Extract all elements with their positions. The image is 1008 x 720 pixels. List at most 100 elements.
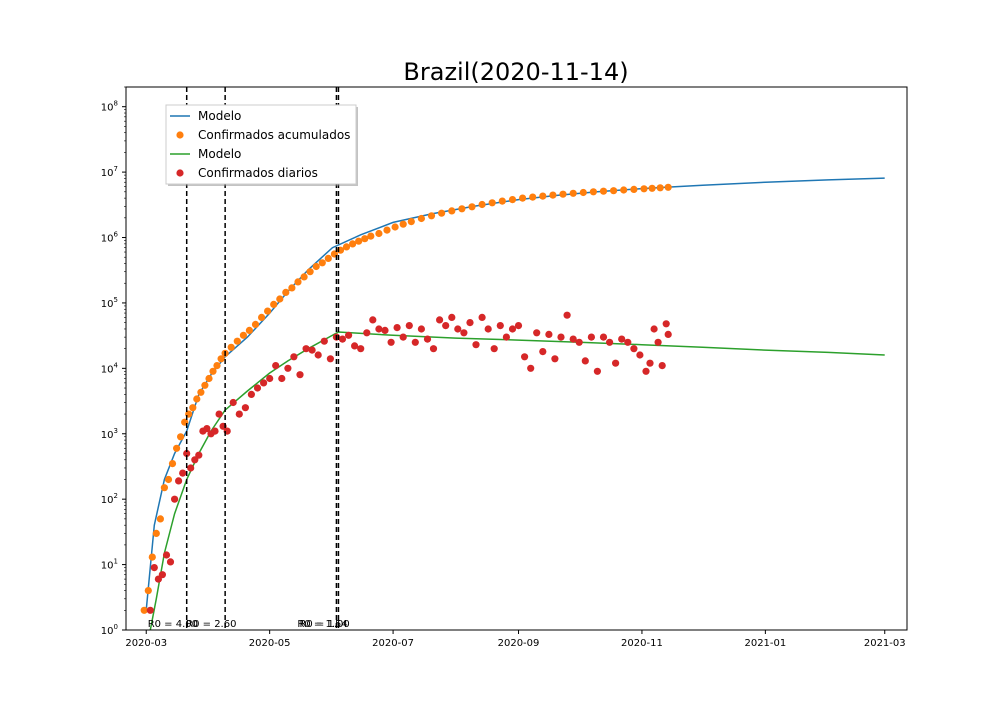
data-point [189,404,197,412]
data-point [312,262,320,271]
data-point [624,338,632,346]
data-point [152,529,160,538]
data-point [247,390,255,398]
data-point [533,329,541,337]
data-point [171,495,179,503]
data-point [179,469,187,477]
data-point [288,284,296,292]
data-point [324,254,332,262]
data-point [575,338,583,346]
data-point [448,313,456,321]
data-point [442,322,450,330]
data-point [148,553,156,561]
x-tick-label: 2020-09 [498,638,540,649]
data-point [260,379,268,387]
data-point [306,268,314,276]
data-point [496,322,504,330]
data-point [197,388,205,396]
data-point [318,259,326,267]
data-point [569,189,577,197]
data-point [363,329,371,337]
x-tick-label: 2021-03 [864,638,906,649]
data-point [579,188,587,197]
data-point [656,184,664,192]
data-point [521,353,529,361]
r0-label: R0 = 1.00 [299,619,349,630]
data-point [175,477,183,485]
data-point [618,335,626,343]
data-point [272,362,280,370]
series-line-2 [149,331,885,630]
data-point [427,212,436,220]
data-point [187,464,195,472]
data-point [630,345,638,353]
x-tick-label: 2020-05 [249,638,291,649]
data-point [351,342,359,350]
data-point [282,288,290,296]
data-point [369,316,377,324]
data-point [144,587,152,595]
data-point [407,218,415,226]
data-point [490,345,498,353]
data-point [278,374,286,383]
data-point [662,320,670,328]
data-point [361,235,369,243]
data-point [146,606,154,614]
data-point [140,606,148,614]
data-point [472,341,480,349]
data-point [253,384,262,392]
data-point [203,425,211,433]
data-point [557,333,565,341]
data-point [349,240,357,248]
legend-label: Modelo [198,147,241,161]
x-tick-label: 2020-07 [372,638,414,649]
data-point [527,364,535,372]
y-tick-label: 100 [101,623,118,637]
series-line-0 [145,177,885,611]
data-point [569,335,577,343]
legend-label: Modelo [198,109,241,123]
data-point [195,451,203,459]
data-point [405,322,413,330]
data-point [539,348,547,356]
data-point [177,433,185,441]
data-point [251,320,260,328]
legend-label: Confirmados diarios [198,166,318,180]
data-point [160,484,168,492]
data-point [563,311,571,319]
data-point [266,374,274,383]
data-point [209,367,217,375]
data-point [276,295,284,303]
data-point [162,551,171,559]
data-point [383,226,391,234]
data-point [650,325,658,333]
legend-box [165,104,357,185]
data-point [606,338,614,346]
x-tick-label: 2020-11 [621,638,663,649]
data-point [423,335,432,343]
data-point [612,359,620,367]
data-point [173,444,181,452]
data-point [326,355,334,363]
y-tick-label: 106 [101,231,119,245]
data-point [302,345,310,353]
data-point [460,329,468,337]
data-point [417,214,425,223]
data-point [217,355,225,363]
data-point [488,199,496,207]
data-point [320,337,328,345]
data-point [646,359,654,367]
data-point [429,345,438,353]
data-point [300,273,308,281]
data-point [215,410,223,418]
data-point [468,203,476,211]
data-point [599,333,608,341]
data-point [235,410,243,418]
data-point [391,223,399,231]
data-point [417,325,425,333]
data-point [290,353,298,361]
data-point [393,324,401,332]
data-point [239,331,247,339]
data-point [508,196,517,204]
